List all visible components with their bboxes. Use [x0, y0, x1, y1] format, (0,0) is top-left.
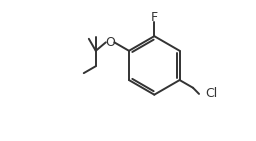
Text: O: O — [105, 36, 115, 49]
Text: F: F — [151, 11, 158, 24]
Text: Cl: Cl — [205, 87, 217, 100]
